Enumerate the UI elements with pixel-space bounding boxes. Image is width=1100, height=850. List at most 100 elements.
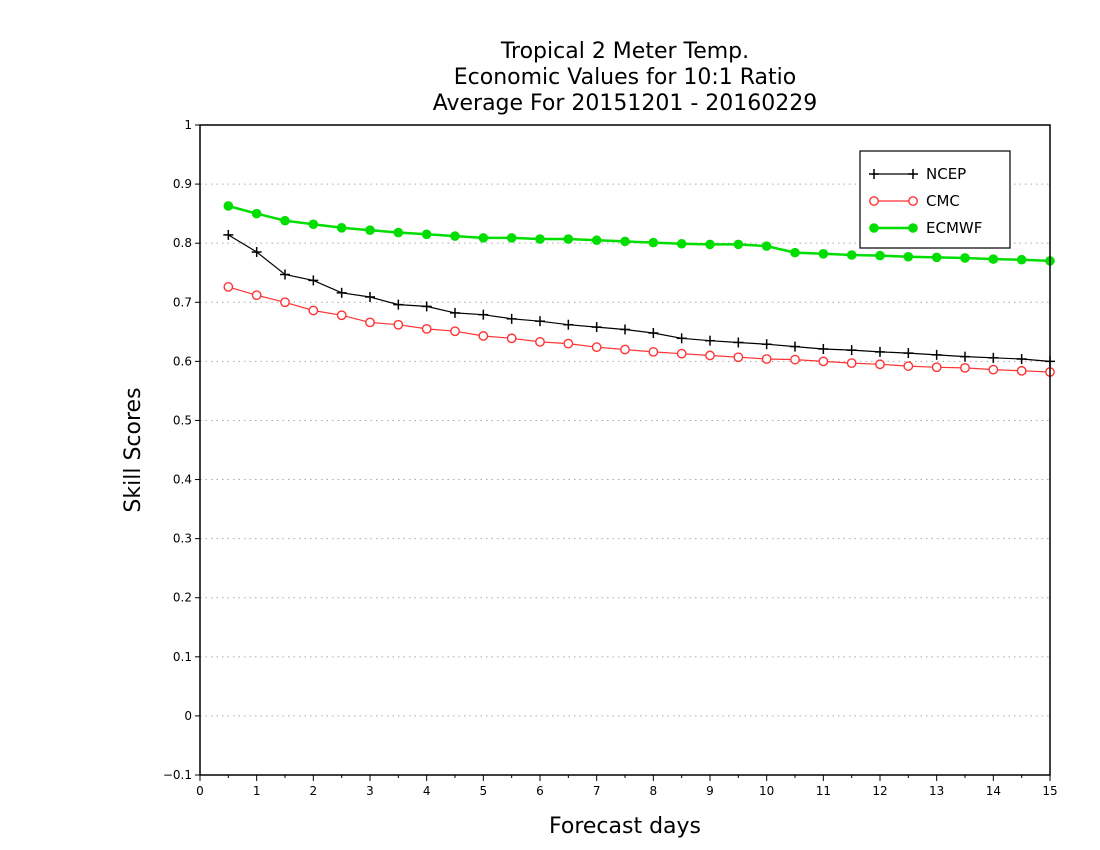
plot-frame bbox=[199, 124, 1051, 776]
data-point-ncep bbox=[790, 341, 800, 352]
data-point-cmc bbox=[563, 338, 574, 349]
data-point-cmc bbox=[450, 326, 460, 337]
data-point-cmc bbox=[393, 319, 404, 330]
data-point-ncep bbox=[818, 343, 829, 354]
data-point-ncep bbox=[988, 352, 999, 363]
data-point-ecmwf bbox=[846, 250, 857, 260]
y-axis-label: Skill Scores bbox=[121, 387, 146, 512]
data-point-ecmwf bbox=[875, 250, 885, 261]
data-point-ecmwf bbox=[903, 251, 914, 262]
legend-marker-ncep bbox=[869, 169, 879, 179]
series-ncep bbox=[223, 229, 1055, 367]
legend-marker-cmc bbox=[908, 196, 918, 206]
data-point-cmc bbox=[251, 290, 262, 301]
x-tick-label: 14 bbox=[986, 784, 1001, 798]
data-point-ncep bbox=[365, 291, 375, 302]
x-tick-label: 11 bbox=[816, 784, 831, 798]
data-point-ecmwf bbox=[790, 247, 800, 258]
legend-marker-ecmwf bbox=[908, 223, 918, 233]
data-point-ncep bbox=[960, 351, 970, 362]
data-point-cmc bbox=[790, 354, 800, 365]
data-point-cmc bbox=[648, 347, 659, 357]
data-point-ncep bbox=[931, 349, 942, 360]
data-point-ncep bbox=[251, 247, 262, 258]
data-point-cmc bbox=[421, 323, 432, 334]
legend-label-cmc: CMC bbox=[926, 192, 960, 210]
x-tick-label: 3 bbox=[366, 784, 374, 798]
data-point-cmc bbox=[365, 317, 375, 328]
y-tick-label: 0.6 bbox=[173, 354, 192, 368]
data-point-ncep bbox=[563, 319, 574, 330]
data-point-ecmwf bbox=[931, 252, 942, 263]
legend-label-ncep: NCEP bbox=[926, 165, 966, 183]
data-point-ncep bbox=[846, 345, 857, 356]
data-point-ecmwf bbox=[336, 223, 347, 233]
data-point-ecmwf bbox=[450, 231, 460, 241]
data-point-ecmwf bbox=[280, 215, 290, 226]
data-point-cmc bbox=[591, 342, 602, 353]
x-tick-label: 12 bbox=[872, 784, 887, 798]
data-point-ecmwf bbox=[620, 236, 630, 247]
y-axis-ticks: −0.1 0 0.1 0.2 0.3 0.4 0.5 0.6 0.7 0.8 0.9 1 bbox=[163, 118, 200, 782]
data-point-ncep bbox=[535, 316, 545, 327]
data-point-cmc bbox=[223, 282, 234, 292]
data-point-ecmwf bbox=[308, 219, 319, 230]
data-point-ncep bbox=[676, 333, 687, 344]
data-point-ecmwf bbox=[393, 227, 404, 238]
x-tick-label: 9 bbox=[706, 784, 714, 798]
data-point-ncep bbox=[761, 339, 772, 350]
legend-marker-ncep bbox=[908, 169, 918, 179]
data-point-ncep bbox=[308, 275, 319, 286]
x-tick-label: 7 bbox=[593, 784, 601, 798]
x-tick-label: 0 bbox=[196, 784, 204, 798]
data-point-cmc bbox=[761, 354, 772, 364]
data-point-ncep bbox=[478, 309, 489, 320]
x-tick-label: 8 bbox=[650, 784, 658, 798]
legend-item-cmc: CMC bbox=[869, 192, 960, 210]
data-point-ncep bbox=[903, 348, 914, 359]
data-point-ncep bbox=[506, 313, 517, 324]
data-point-ncep bbox=[1016, 354, 1027, 364]
data-point-ecmwf bbox=[421, 229, 432, 240]
data-point-ecmwf bbox=[365, 225, 375, 235]
data-point-ecmwf bbox=[818, 249, 829, 259]
y-tick-label: 0.8 bbox=[173, 236, 192, 250]
data-point-ncep bbox=[450, 307, 460, 318]
data-point-ecmwf bbox=[563, 234, 574, 244]
data-point-ecmwf bbox=[988, 254, 999, 264]
data-point-ncep bbox=[620, 324, 630, 335]
data-point-ecmwf bbox=[705, 239, 715, 250]
x-tick-label: 15 bbox=[1042, 784, 1057, 798]
data-point-cmc bbox=[733, 352, 744, 363]
y-tick-label: 0.9 bbox=[173, 177, 192, 191]
legend-box bbox=[859, 150, 1011, 249]
data-point-ecmwf bbox=[761, 241, 772, 251]
legend-marker-cmc bbox=[869, 196, 879, 206]
data-point-cmc bbox=[818, 356, 829, 367]
data-point-ncep bbox=[648, 328, 659, 338]
data-point-ncep bbox=[280, 269, 290, 280]
data-point-ncep bbox=[875, 346, 885, 357]
data-point-cmc bbox=[478, 331, 489, 341]
data-point-ecmwf bbox=[648, 237, 659, 248]
legend: NCEP CMC ECMWF bbox=[859, 150, 1011, 249]
data-point-ncep bbox=[421, 301, 432, 312]
y-tick-label: 0.3 bbox=[173, 532, 192, 546]
data-point-ecmwf bbox=[535, 234, 545, 244]
data-point-ncep bbox=[591, 322, 602, 333]
data-point-ecmwf bbox=[478, 233, 489, 243]
data-point-cmc bbox=[676, 348, 687, 359]
chart-title-line-3: Average For 20151201 - 20160229 bbox=[433, 91, 818, 116]
data-point-ecmwf bbox=[506, 233, 517, 243]
y-tick-label: 0.5 bbox=[173, 413, 192, 427]
data-point-ncep bbox=[336, 287, 347, 298]
x-tick-label: 5 bbox=[480, 784, 488, 798]
data-point-ecmwf bbox=[676, 238, 687, 249]
legend-marker-ecmwf bbox=[869, 223, 879, 233]
series-ecmwf bbox=[223, 201, 1055, 266]
x-axis-ticks: 0 1 2 3 4 5 6 7 8 9 10 11 12 13 14 15 bbox=[196, 775, 1058, 798]
series-line-ncep bbox=[227, 234, 1051, 362]
x-tick-label: 2 bbox=[310, 784, 318, 798]
